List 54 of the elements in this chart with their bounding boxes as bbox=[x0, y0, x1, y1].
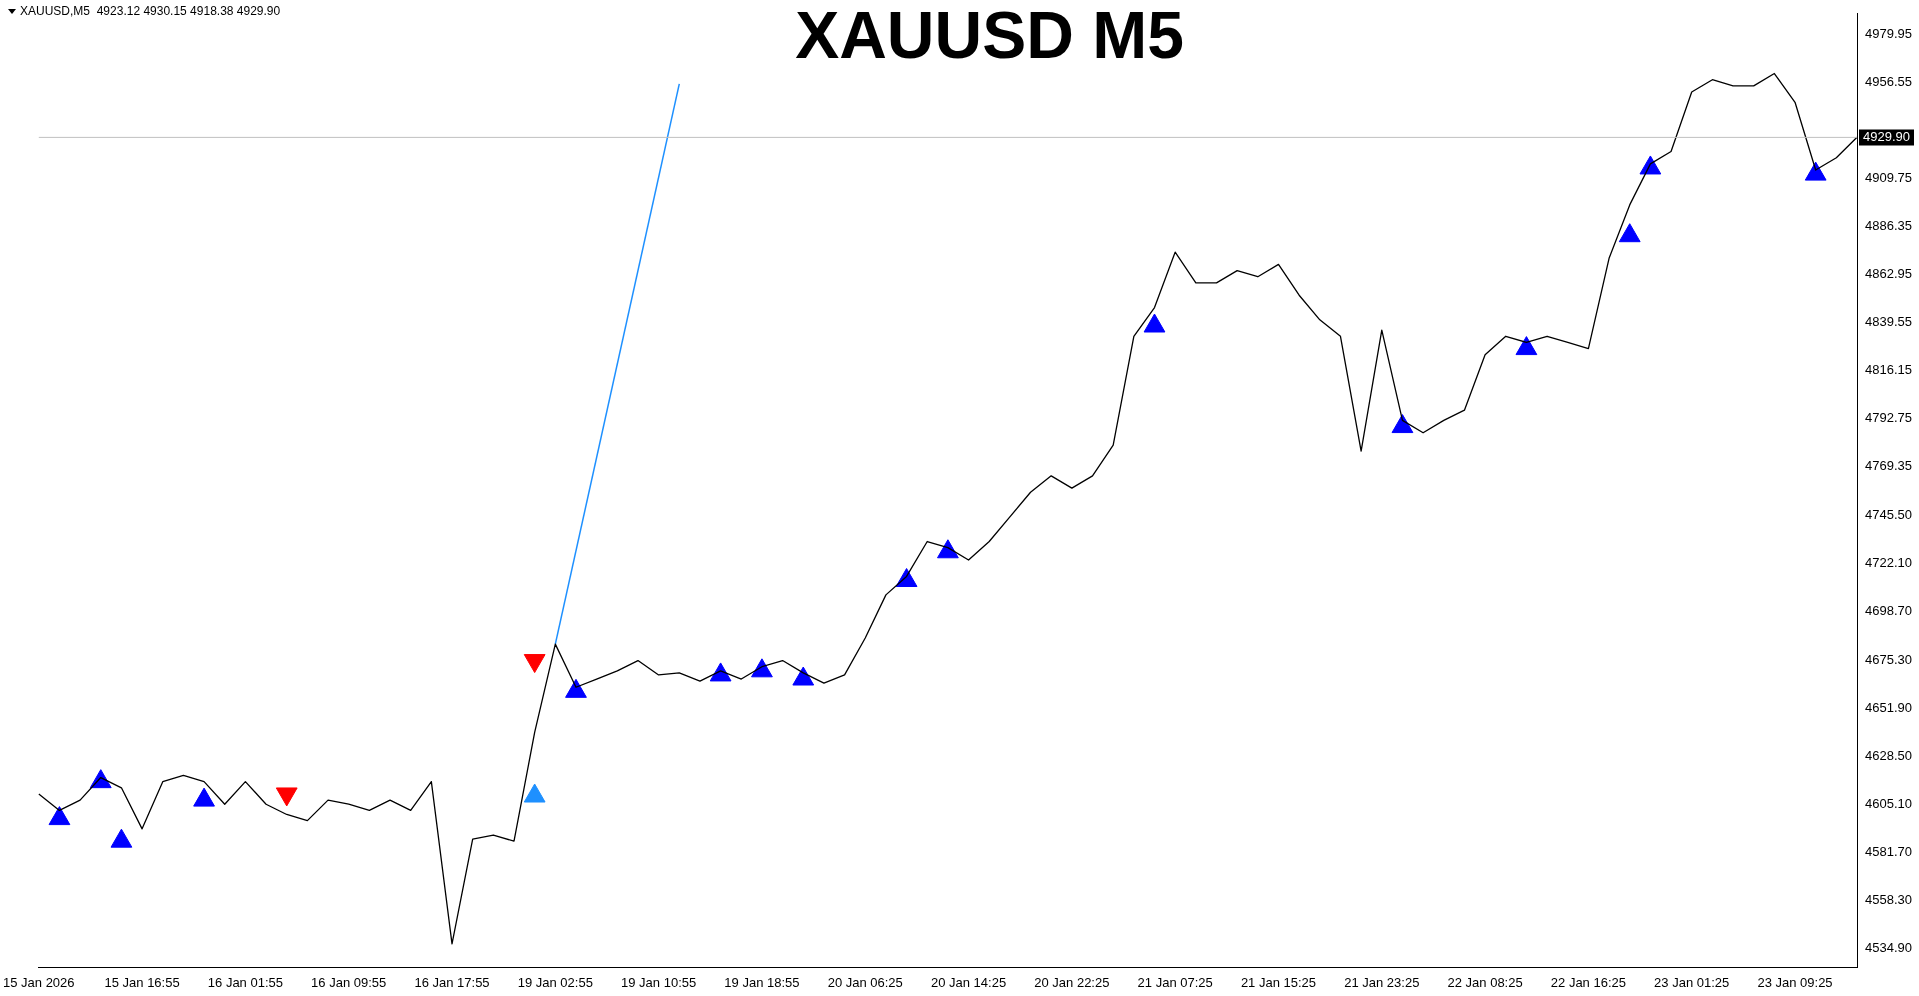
y-tick-label: 4745.50 bbox=[1865, 507, 1913, 523]
point bbox=[110, 828, 133, 848]
x-tick-label: 20 Jan 14:25 bbox=[930, 974, 1007, 990]
y-tick-label: 4605.10 bbox=[1865, 795, 1913, 811]
x-tick-label: 21 Jan 23:25 bbox=[1344, 974, 1420, 990]
x-tick-label: 16 Jan 01:55 bbox=[207, 974, 283, 990]
point bbox=[1515, 336, 1538, 356]
point bbox=[1804, 161, 1827, 181]
point bbox=[1143, 313, 1166, 333]
y-tick-label: 4792.75 bbox=[1865, 410, 1913, 426]
y-tick-label: 4909.75 bbox=[1865, 170, 1913, 186]
y-tick-label: 4558.30 bbox=[1865, 891, 1913, 907]
x-tick-label: 22 Jan 16:25 bbox=[1550, 974, 1626, 990]
point bbox=[709, 662, 732, 682]
chart-title: XAUUSD M5 bbox=[795, 0, 1184, 72]
x-tick-label: 16 Jan 17:55 bbox=[414, 974, 490, 990]
y-tick-label: 4722.10 bbox=[1865, 555, 1913, 571]
x-tick-label: 20 Jan 06:25 bbox=[827, 974, 903, 990]
y-tick-label: 4769.35 bbox=[1865, 458, 1913, 474]
y-tick-label: 4956.55 bbox=[1865, 74, 1913, 90]
x-tick-label: 19 Jan 02:55 bbox=[517, 974, 593, 990]
point bbox=[1618, 223, 1641, 243]
y-tick-label: 4628.50 bbox=[1865, 747, 1913, 763]
x-tick-label: 15 Jan 2026 bbox=[2, 974, 75, 990]
x-tick-label: 21 Jan 07:25 bbox=[1137, 974, 1213, 990]
y-tick-label: 4886.35 bbox=[1865, 218, 1913, 234]
point bbox=[1391, 414, 1414, 434]
x-tick-label: 15 Jan 16:55 bbox=[104, 974, 180, 990]
y-tick-label: 4698.70 bbox=[1865, 603, 1913, 619]
y-tick-label: 4816.15 bbox=[1865, 362, 1913, 378]
x-tick-label: 21 Jan 15:25 bbox=[1240, 974, 1317, 990]
x-tick-label: 19 Jan 10:55 bbox=[621, 974, 697, 990]
point bbox=[48, 806, 71, 826]
point bbox=[565, 678, 587, 698]
annotation: XAUUSD,M5 4923.12 4930.15 4918.38 4929.90 bbox=[20, 4, 281, 18]
point bbox=[523, 783, 546, 803]
x-tick-label: 16 Jan 09:55 bbox=[311, 974, 387, 990]
point bbox=[937, 539, 959, 559]
x-tick-label: 19 Jan 18:55 bbox=[724, 974, 800, 990]
point bbox=[792, 666, 815, 686]
point bbox=[193, 787, 215, 807]
y-tick-label: 4675.30 bbox=[1865, 651, 1913, 667]
ref-line-label: 4929.90 bbox=[1863, 128, 1911, 144]
y-tick-label: 4534.90 bbox=[1865, 939, 1913, 955]
y-tick-label: 4862.95 bbox=[1865, 266, 1913, 282]
y-tick-label: 4581.70 bbox=[1865, 843, 1913, 859]
y-tick-label: 4979.95 bbox=[1865, 26, 1913, 42]
y-tick-label: 4651.90 bbox=[1865, 699, 1913, 715]
x-tick-label: 23 Jan 09:25 bbox=[1757, 974, 1833, 990]
y-tick-label: 4839.55 bbox=[1865, 314, 1913, 330]
x-tick-label: 20 Jan 22:25 bbox=[1034, 974, 1110, 990]
x-tick-label: 22 Jan 08:25 bbox=[1447, 974, 1523, 990]
point bbox=[751, 658, 773, 678]
x-tick-label: 23 Jan 01:25 bbox=[1654, 974, 1730, 990]
